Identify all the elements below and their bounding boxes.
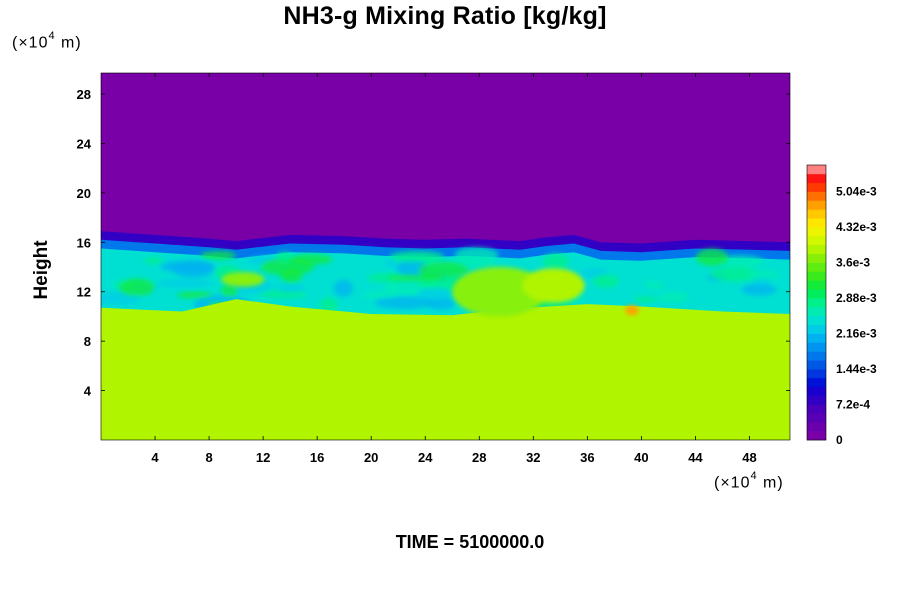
colorbar-segment: [807, 413, 826, 423]
colorbar-segment: [807, 227, 826, 237]
colorbar-tick-label: 4.32e-3: [836, 220, 877, 234]
colorbar-segment: [807, 404, 826, 414]
x-tick-label: 16: [310, 450, 324, 465]
colorbar-segment: [807, 351, 826, 361]
x-unit-label: (×104 m): [714, 470, 784, 492]
plume-3: [625, 305, 639, 316]
colorbar: 0 7.2e-4 1.44e-3 2.16e-3 2.88e-3 3.6e-3 4.32e-…: [806, 164, 877, 447]
colorbar-segment: [807, 431, 826, 441]
y-tick-label: 24: [77, 136, 92, 151]
colorbar-segment: [807, 235, 826, 246]
colorbar-segment: [807, 395, 826, 405]
x-tick-label: 40: [634, 450, 648, 465]
colorbar-segment: [807, 182, 826, 192]
y-tick-label: 4: [84, 384, 92, 399]
y-tick-label: 20: [77, 186, 91, 201]
y-tick-label: 16: [77, 235, 91, 250]
y-axis: 4 8 12 16 20 24 28: [77, 87, 790, 399]
colorbar-segment: [807, 191, 826, 201]
colorbar-tick-label: 2.88e-3: [836, 291, 877, 305]
x-tick-label: 12: [256, 450, 270, 465]
colorbar-segment: [807, 253, 826, 263]
colorbar-segment: [807, 377, 826, 388]
colorbar-segment: [807, 289, 826, 299]
y-tick-label: 28: [77, 87, 91, 102]
x-tick-label: 4: [151, 450, 159, 465]
colorbar-segment: [807, 209, 826, 219]
x-tick-label: 44: [688, 450, 703, 465]
colorbar-tick-label: 5.04e-3: [836, 185, 877, 199]
colorbar-tick-label: 2.16e-3: [836, 327, 877, 341]
colorbar-segment: [807, 262, 826, 272]
x-tick-label: 28: [472, 450, 486, 465]
y-unit-label: (×104 m): [12, 30, 82, 52]
plume-1: [452, 267, 547, 317]
x-tick-label: 48: [742, 450, 756, 465]
colorbar-segment: [807, 298, 826, 308]
plot-frame: [100, 72, 791, 441]
x-tick-label: 20: [364, 450, 378, 465]
x-axis: 4 8 12 16 20 24 28 32 36 40 44 48: [151, 73, 757, 465]
chart-title: NH3-g Mixing Ratio [kg/kg]: [283, 2, 607, 30]
colorbar-segment: [807, 165, 826, 175]
colorbar-segment: [807, 324, 826, 334]
colorbar-segment: [807, 360, 826, 370]
time-label: TIME = 5100000.0: [395, 532, 545, 552]
colorbar-segment: [807, 333, 826, 343]
colorbar-segment: [807, 342, 826, 352]
x-tick-label: 8: [205, 450, 212, 465]
x-tick-label: 32: [526, 450, 540, 465]
x-tick-label: 24: [418, 450, 433, 465]
colorbar-segment: [807, 422, 826, 432]
colorbar-segment: [807, 306, 826, 317]
colorbar-segment: [807, 218, 826, 228]
plot-area: [101, 73, 790, 440]
colorbar-frame: [806, 164, 827, 441]
colorbar-segment: [807, 244, 826, 255]
y-tick-label: 12: [77, 285, 91, 300]
y-tick-label: 8: [84, 334, 91, 349]
colorbar-segment: [807, 369, 826, 379]
plume-4: [221, 271, 265, 287]
colorbar-tick-label: 3.6e-3: [836, 256, 870, 270]
colorbar-segment: [807, 280, 826, 290]
colorbar-tick-label: 1.44e-3: [836, 362, 877, 376]
colorbar-segment: [807, 200, 826, 210]
colorbar-segment: [807, 271, 826, 281]
colorbar-segment: [807, 386, 826, 396]
colorbar-tick-label: 0: [836, 433, 843, 447]
plume-2: [522, 268, 585, 303]
region-lower: [101, 299, 790, 440]
colorbar-segment: [807, 173, 826, 184]
x-tick-label: 36: [580, 450, 594, 465]
colorbar-tick-label: 7.2e-4: [836, 398, 870, 412]
colorbar-segment: [807, 315, 826, 325]
